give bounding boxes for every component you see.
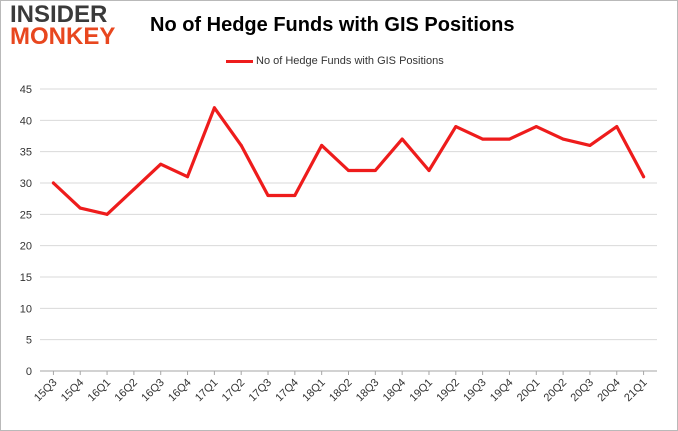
x-tick-label: 17Q1 [193, 377, 221, 405]
data-point [561, 137, 565, 141]
data-point [454, 125, 458, 129]
data-point [132, 187, 136, 191]
x-tick-label: 19Q4 [488, 377, 516, 405]
x-tick-label: 19Q1 [408, 377, 436, 405]
x-tick-label: 20Q2 [542, 377, 570, 405]
chart-title: No of Hedge Funds with GIS Positions [150, 14, 515, 36]
data-point [320, 143, 324, 147]
x-tick-label: 15Q4 [59, 377, 87, 405]
data-point [615, 125, 619, 129]
y-tick-label: 45 [20, 84, 32, 96]
data-point [186, 175, 190, 179]
x-tick-label: 17Q3 [247, 377, 275, 405]
data-point [159, 162, 163, 166]
data-point [347, 168, 350, 172]
logo-line-1: INSIDER [10, 1, 108, 28]
x-tick-label: 18Q1 [300, 377, 328, 405]
y-tick-label: 40 [20, 115, 32, 127]
y-tick-label: 30 [20, 178, 32, 190]
x-tick-label: 16Q1 [86, 377, 114, 405]
x-tick-label: 15Q3 [32, 377, 60, 405]
x-tick-label: 18Q3 [354, 377, 382, 405]
data-point [373, 168, 377, 172]
data-point [642, 175, 646, 179]
data-point [534, 125, 538, 129]
data-point [427, 168, 431, 172]
x-tick-label: 18Q4 [381, 377, 409, 405]
data-point [266, 194, 270, 198]
data-point [507, 137, 511, 141]
data-point [212, 106, 216, 110]
data-point [78, 206, 82, 210]
y-tick-label: 35 [20, 147, 32, 159]
data-point [588, 143, 592, 147]
x-tick-label: 18Q2 [327, 377, 355, 405]
x-tick-label: 19Q2 [434, 377, 462, 405]
y-tick-label: 10 [20, 303, 32, 315]
x-tick-label: 17Q2 [220, 377, 248, 405]
series-line [51, 106, 646, 216]
logo-line-2: MONKEY [10, 23, 116, 50]
x-tick-label: 19Q3 [461, 377, 489, 405]
y-tick-label: 5 [26, 335, 32, 347]
data-point [293, 194, 297, 198]
data-point [481, 137, 485, 141]
data-point [105, 212, 109, 216]
y-tick-label: 0 [26, 366, 32, 378]
x-tick-label: 16Q3 [139, 377, 167, 405]
x-tick-label: 16Q2 [112, 377, 140, 405]
x-tick-label: 21Q1 [622, 377, 650, 405]
legend-swatch [226, 59, 253, 63]
x-tick-label: 20Q4 [595, 377, 623, 405]
insider-monkey-logo: INSIDER MONKEY [10, 1, 126, 50]
y-tick-label: 25 [20, 209, 32, 221]
data-point [239, 143, 243, 147]
x-tick-label: 17Q4 [273, 377, 301, 405]
x-tick-label: 20Q3 [569, 377, 597, 405]
data-point [400, 137, 404, 141]
data-point [51, 181, 55, 185]
legend-label: No of Hedge Funds with GIS Positions [256, 55, 444, 67]
y-tick-label: 20 [20, 241, 32, 253]
x-tick-label: 16Q4 [166, 377, 194, 405]
y-tick-label: 15 [20, 272, 32, 284]
chart-legend: No of Hedge Funds with GIS Positions [226, 55, 444, 67]
x-tick-label: 20Q1 [515, 377, 543, 405]
